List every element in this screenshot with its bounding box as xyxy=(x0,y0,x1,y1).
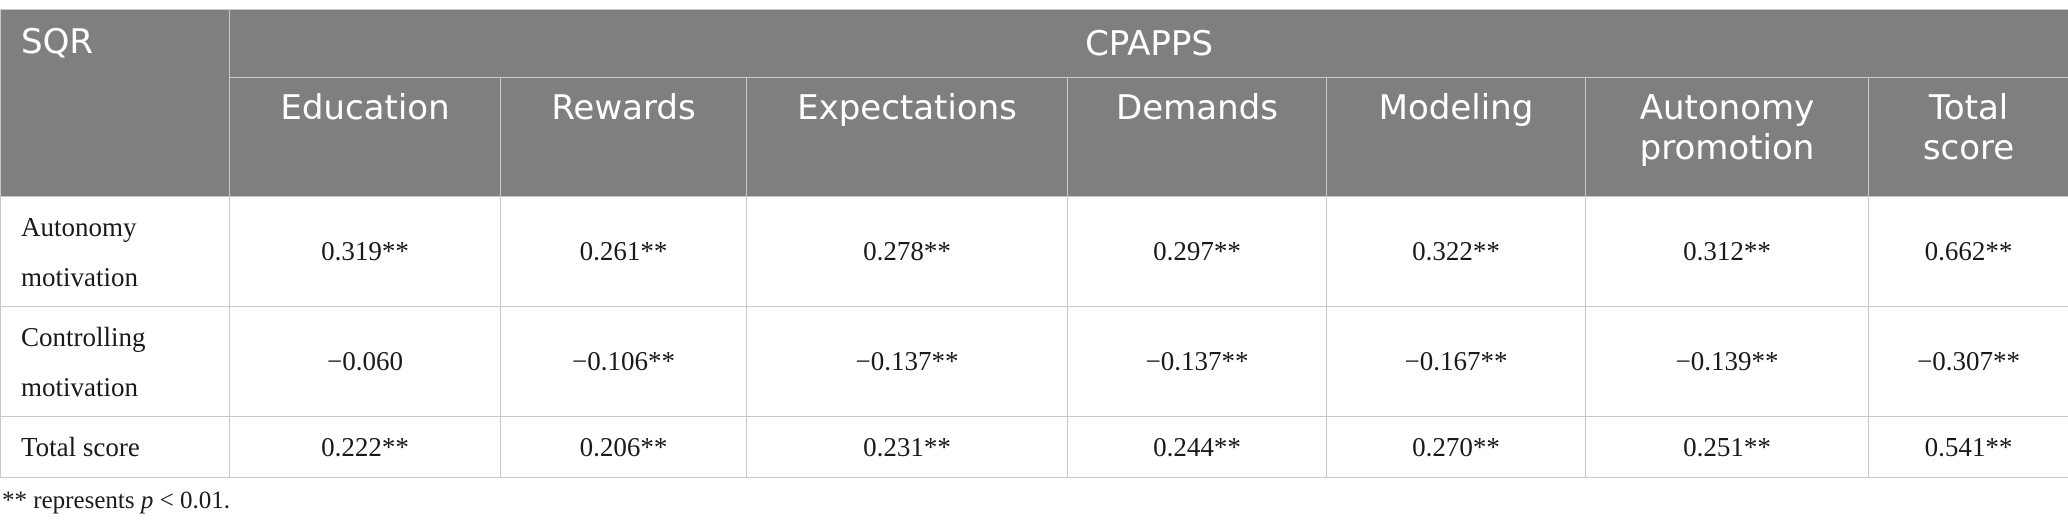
table-cell: 0.270** xyxy=(1326,416,1586,478)
column-header-modeling: Modeling xyxy=(1326,77,1586,197)
column-header-education: Education xyxy=(229,77,501,197)
table-cell: 0.222** xyxy=(229,416,501,478)
column-header-total-score: Total score xyxy=(1867,77,2068,197)
footnote-prefix: ** represents xyxy=(2,487,141,514)
table-cell: −0.060 xyxy=(229,306,501,417)
table-cell: 0.312** xyxy=(1585,196,1869,307)
correlation-table-container: SQR CPAPPS Education Rewards Expectation… xyxy=(0,9,2068,478)
table-cell: 0.541** xyxy=(1867,416,2068,478)
table-footnote: ** represents p < 0.01. xyxy=(2,487,230,515)
footnote-suffix: < 0.01. xyxy=(153,487,230,514)
column-header-expectations: Expectations xyxy=(746,77,1068,197)
row-header-sqr: SQR xyxy=(0,9,230,197)
row-label-total-score: Total score xyxy=(0,416,230,478)
table-cell: 0.251** xyxy=(1585,416,1869,478)
row-label-autonomy-motivation: Autonomy motivation xyxy=(0,196,230,307)
table-cell: −0.167** xyxy=(1326,306,1586,417)
table-cell: −0.106** xyxy=(500,306,747,417)
table-cell: 0.278** xyxy=(746,196,1068,307)
table-cell: 0.261** xyxy=(500,196,747,307)
table-row: Controlling motivation −0.060 −0.106** −… xyxy=(0,306,2068,417)
table-row: Autonomy motivation 0.319** 0.261** 0.27… xyxy=(0,196,2068,307)
row-label-controlling-motivation: Controlling motivation xyxy=(0,306,230,417)
column-header-demands: Demands xyxy=(1067,77,1327,197)
table-cell: −0.307** xyxy=(1867,306,2068,417)
table-cell: −0.137** xyxy=(1067,306,1327,417)
table-cell: 0.319** xyxy=(229,196,501,307)
table-cell: 0.662** xyxy=(1867,196,2068,307)
table-cell: 0.206** xyxy=(500,416,747,478)
table-cell: 0.244** xyxy=(1067,416,1327,478)
table-cell: −0.137** xyxy=(746,306,1068,417)
table-cell: 0.231** xyxy=(746,416,1068,478)
table-cell: 0.297** xyxy=(1067,196,1327,307)
column-header-autonomy-promotion: Autonomy promotion xyxy=(1585,77,1869,197)
correlation-table: SQR CPAPPS Education Rewards Expectation… xyxy=(0,9,2068,478)
footnote-p-symbol: p xyxy=(140,487,154,514)
column-header-rewards: Rewards xyxy=(500,77,747,197)
table-cell: 0.322** xyxy=(1326,196,1586,307)
table-cell: −0.139** xyxy=(1585,306,1869,417)
table-row: Total score 0.222** 0.206** 0.231** 0.24… xyxy=(0,416,2068,478)
group-header-cpapps: CPAPPS xyxy=(228,9,2068,78)
